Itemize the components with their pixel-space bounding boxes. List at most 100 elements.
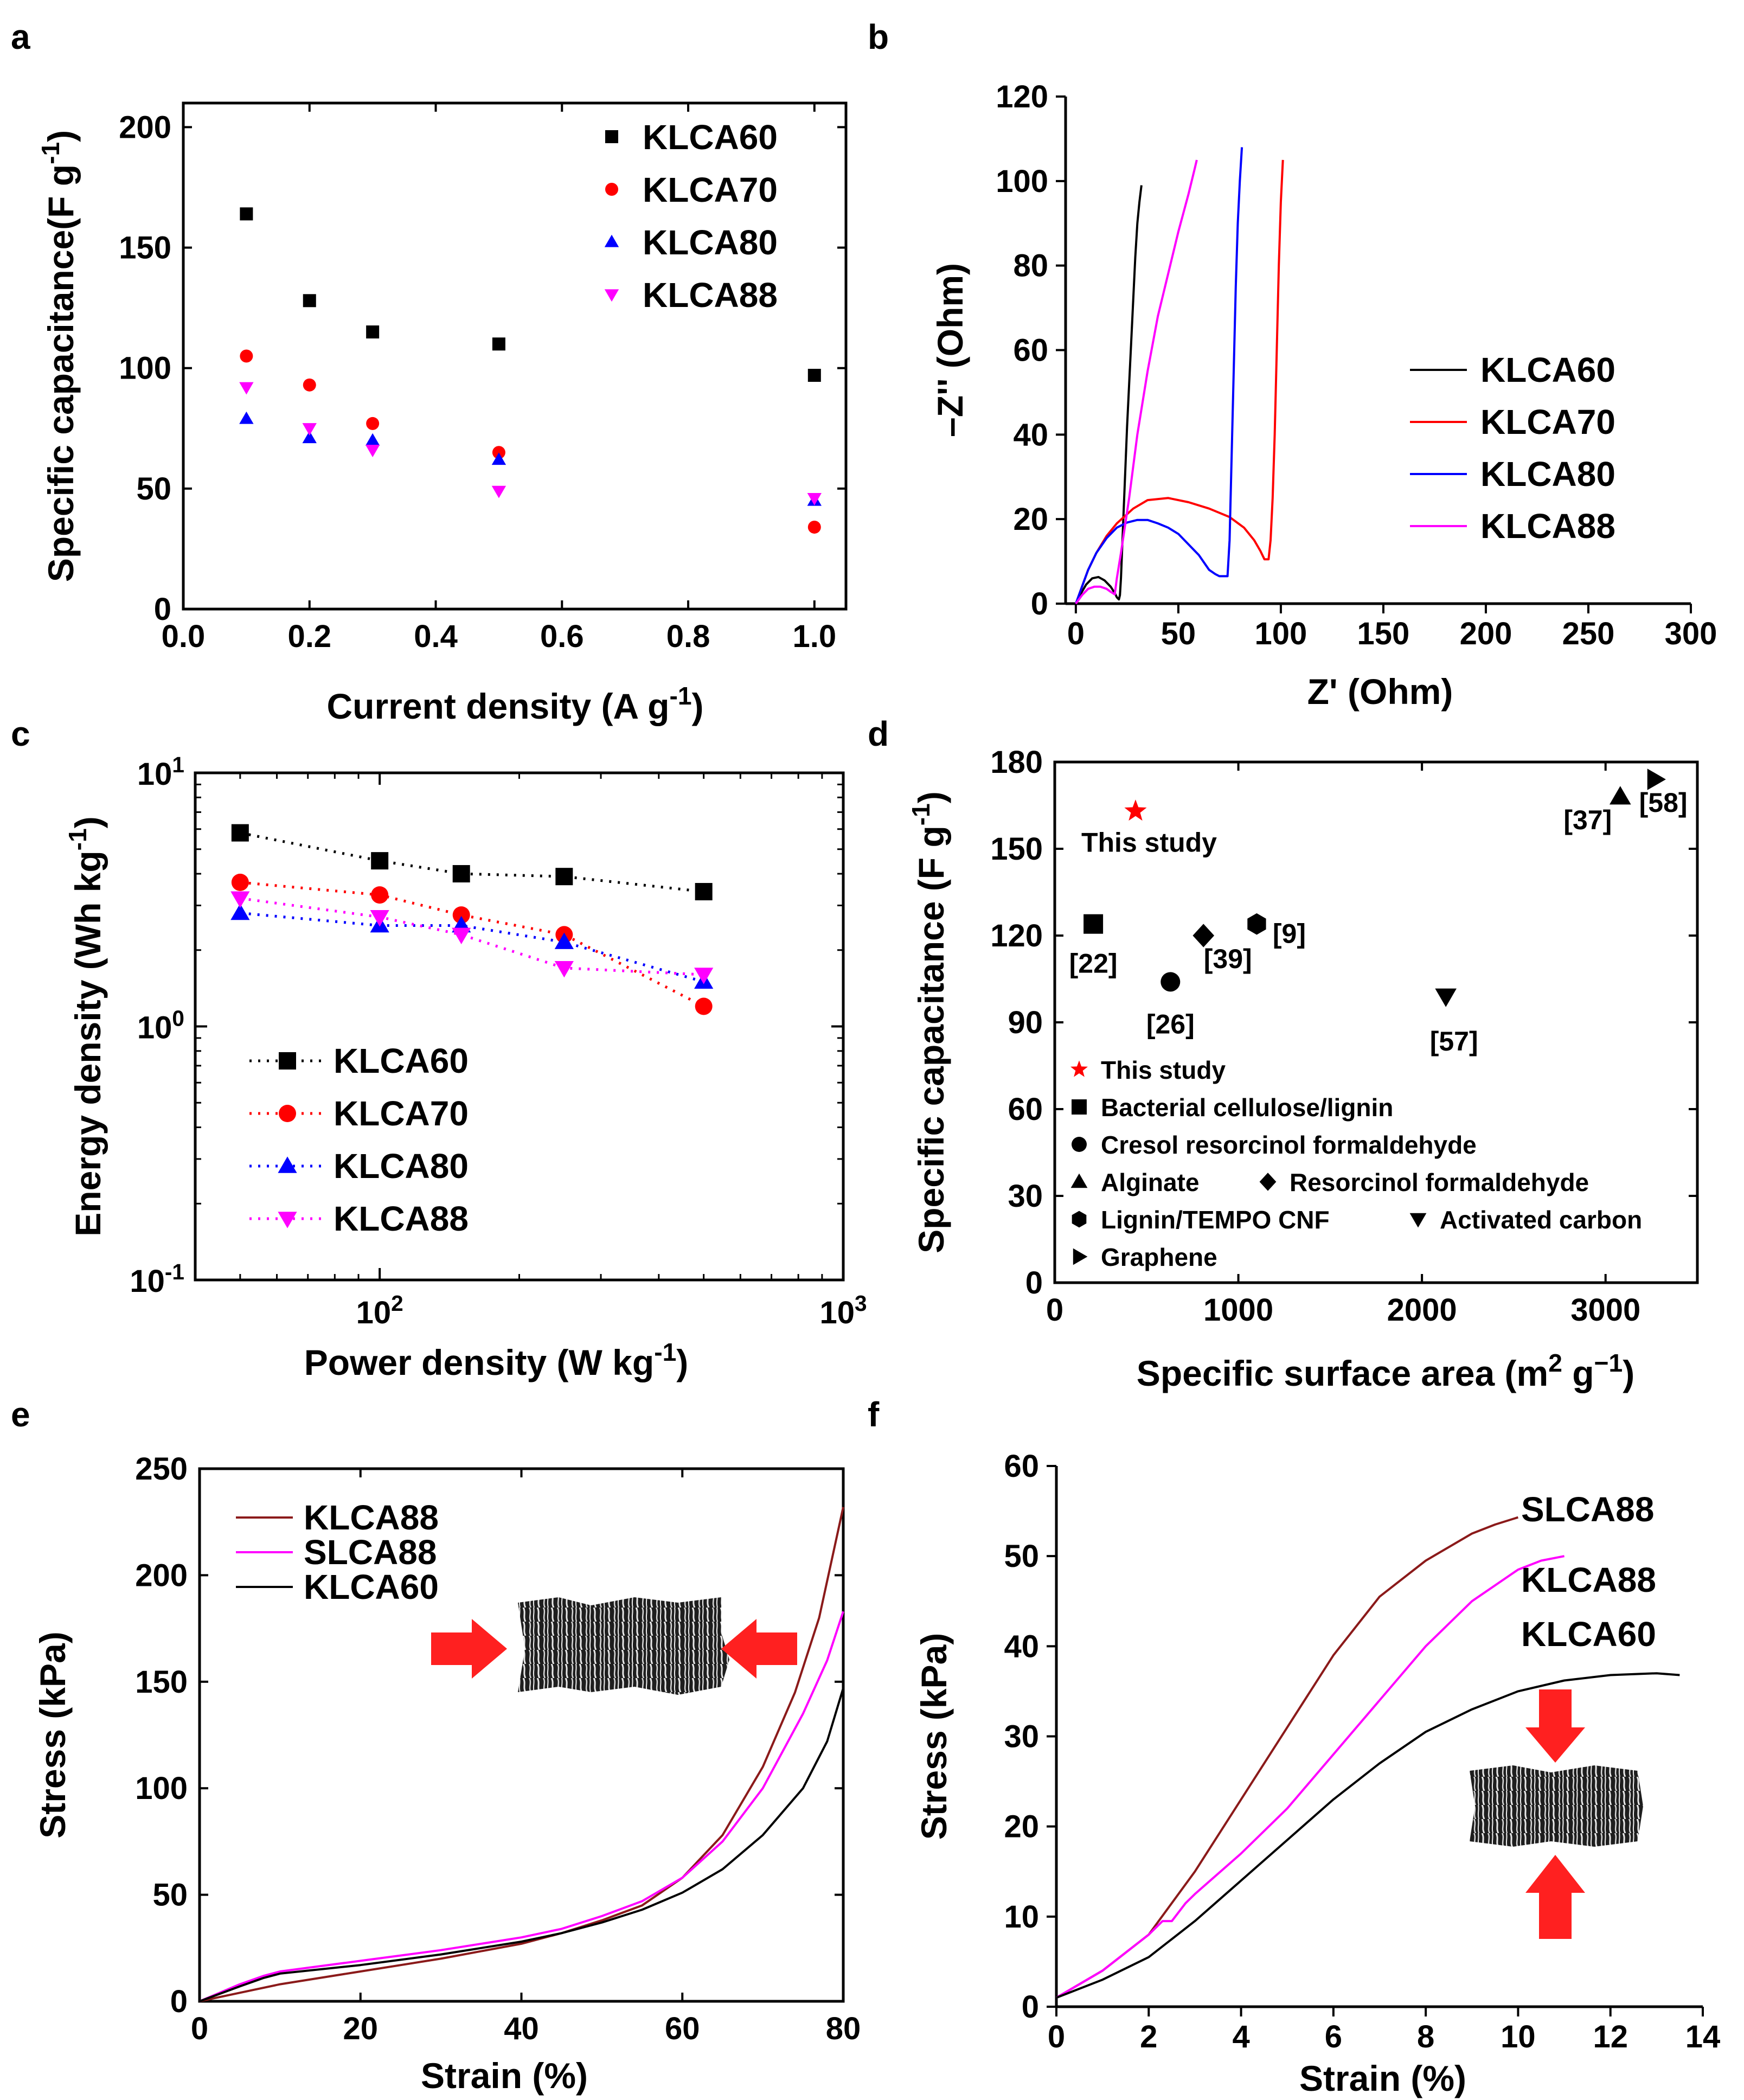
y-tick-label: 0 bbox=[1031, 586, 1048, 622]
y-tick-label: 80 bbox=[1013, 248, 1048, 284]
superscript: 2 bbox=[391, 1291, 403, 1316]
x-tick-label: 0.6 bbox=[540, 619, 584, 654]
x-tick-label: 0.2 bbox=[287, 619, 331, 654]
text-span: ) bbox=[692, 686, 704, 726]
panel-a: a 0.0 0.2 0.4 0.6 0.8 1.0 0 50 100 150 200 KLCA60 KLC… bbox=[11, 17, 848, 726]
legend-marker bbox=[1070, 1060, 1088, 1077]
x-axis-label: Current density (A g-1) bbox=[326, 682, 703, 726]
data-point bbox=[365, 433, 380, 446]
legend-marker bbox=[605, 130, 618, 143]
text-span: Power density (W kg bbox=[304, 1342, 654, 1382]
plot-frame bbox=[182, 101, 848, 611]
data-point bbox=[492, 446, 505, 459]
x-tick-label: 2000 bbox=[1387, 1292, 1457, 1328]
x-tick-label: 0 bbox=[1046, 1292, 1063, 1328]
series-KLCA60: KLCA60 bbox=[240, 118, 821, 382]
text-span: ) bbox=[911, 791, 951, 803]
data-point bbox=[491, 485, 506, 498]
x-tick-label: 1000 bbox=[1203, 1292, 1273, 1328]
panel-e: e 0 20 40 60 80 0 50 100 150 200 250 KLCA88SLCA88KLC… bbox=[11, 1395, 861, 2096]
x-tick-label: 4 bbox=[1232, 2019, 1249, 2054]
panel-label-d: d bbox=[868, 714, 889, 753]
y-tick-label: 10-1 bbox=[130, 1259, 184, 1299]
legend-label: Graphene bbox=[1101, 1243, 1217, 1271]
text-span: 10 bbox=[819, 1295, 855, 1330]
data-point bbox=[303, 294, 316, 308]
x-tick-label: 102 bbox=[356, 1291, 403, 1330]
superscript: -1 bbox=[669, 682, 691, 710]
y-tick-label: 100 bbox=[137, 1006, 184, 1046]
series-KLCA60 bbox=[1075, 185, 1143, 604]
point-label: [26] bbox=[1146, 1009, 1195, 1039]
y-tick-label: 40 bbox=[1013, 417, 1048, 452]
x-tick-label: 3000 bbox=[1570, 1292, 1640, 1328]
data-point bbox=[239, 411, 254, 424]
text-span: Current density bbox=[326, 686, 601, 726]
data-point bbox=[694, 968, 714, 984]
text-span: 10 bbox=[137, 1010, 172, 1046]
data-point bbox=[554, 961, 574, 978]
data-point bbox=[302, 423, 317, 436]
data-point bbox=[231, 873, 249, 891]
data-point bbox=[1160, 972, 1181, 992]
compression-illustration bbox=[1470, 1689, 1643, 1939]
legend-label: This study bbox=[1101, 1056, 1226, 1084]
legend-marker bbox=[1072, 1211, 1087, 1228]
legend-label: Cresol resorcinol formaldehyde bbox=[1101, 1131, 1477, 1159]
y-tick-label: 0 bbox=[154, 592, 171, 627]
y-tick-label: 100 bbox=[119, 351, 171, 386]
legend-marker bbox=[604, 289, 619, 302]
data-point bbox=[239, 382, 254, 395]
series-KLCA60 bbox=[1056, 1672, 1680, 1999]
x-tick-label: 0 bbox=[1048, 2019, 1065, 2054]
legend-label: KLCA88 bbox=[643, 276, 778, 315]
data-point bbox=[366, 417, 380, 430]
x-tick-label: 40 bbox=[504, 2011, 539, 2046]
data-point bbox=[452, 906, 470, 924]
x-tick-label: 14 bbox=[1685, 2019, 1721, 2054]
x-tick-label: 300 bbox=[1665, 616, 1717, 651]
point-label: [9] bbox=[1273, 919, 1306, 949]
y-tick-label: 30 bbox=[1004, 1719, 1039, 1755]
x-tick-label: 100 bbox=[1255, 616, 1307, 651]
arrow-down-icon bbox=[1525, 1689, 1585, 1763]
series-KLCA88 bbox=[199, 1507, 844, 2002]
y-axis-label: Energy density (Wh kg-1) bbox=[63, 816, 108, 1237]
plot-frame bbox=[194, 771, 845, 1282]
series-line bbox=[240, 881, 704, 1008]
text-span: ) bbox=[1623, 1353, 1634, 1393]
y-tick-label: 200 bbox=[119, 110, 171, 145]
text-span: 10 bbox=[137, 757, 172, 792]
series-label: KLCA60 bbox=[1521, 1615, 1656, 1654]
legend-label: KLCA60 bbox=[304, 1567, 439, 1606]
panel-label-e: e bbox=[11, 1395, 30, 1434]
x-tick-label: 0.8 bbox=[666, 619, 710, 654]
data-point bbox=[366, 325, 380, 339]
y-axis-label: Stress (kPa) bbox=[914, 1633, 954, 1840]
legend-label: Alginate bbox=[1101, 1168, 1199, 1196]
arrow-left-icon bbox=[721, 1619, 797, 1679]
x-tick-label: 0 bbox=[1067, 616, 1085, 651]
superscript: 2 bbox=[1548, 1349, 1562, 1377]
text-span: Specific surface area (m bbox=[1137, 1353, 1548, 1393]
data-point bbox=[695, 997, 713, 1015]
data-point bbox=[1647, 769, 1666, 790]
y-tick-label: 100 bbox=[135, 1771, 188, 1806]
y-tick-label: 0 bbox=[170, 1984, 188, 2019]
series-KLCA80: KLCA80 bbox=[230, 903, 714, 1186]
data-point bbox=[371, 886, 389, 904]
x-tick-label: 8 bbox=[1417, 2019, 1434, 2054]
series-KLCA80: KLCA80 bbox=[239, 223, 822, 506]
panel-label-c: c bbox=[11, 714, 30, 753]
arrow-right-icon bbox=[431, 1619, 507, 1679]
y-axis-label: Specific capacitance(F g-1) bbox=[36, 130, 81, 582]
legend-label: KLCA88 bbox=[334, 1199, 469, 1238]
legend-label: Lignin/TEMPO CNF bbox=[1101, 1206, 1330, 1234]
y-tick-label: 101 bbox=[137, 752, 184, 792]
series-label: KLCA88 bbox=[1521, 1560, 1656, 1599]
data-point bbox=[452, 927, 471, 944]
y-tick-label: 50 bbox=[1004, 1539, 1039, 1574]
point-label: [22] bbox=[1069, 949, 1118, 979]
x-tick-label: 1.0 bbox=[792, 619, 836, 654]
legend-marker bbox=[1409, 1213, 1427, 1228]
